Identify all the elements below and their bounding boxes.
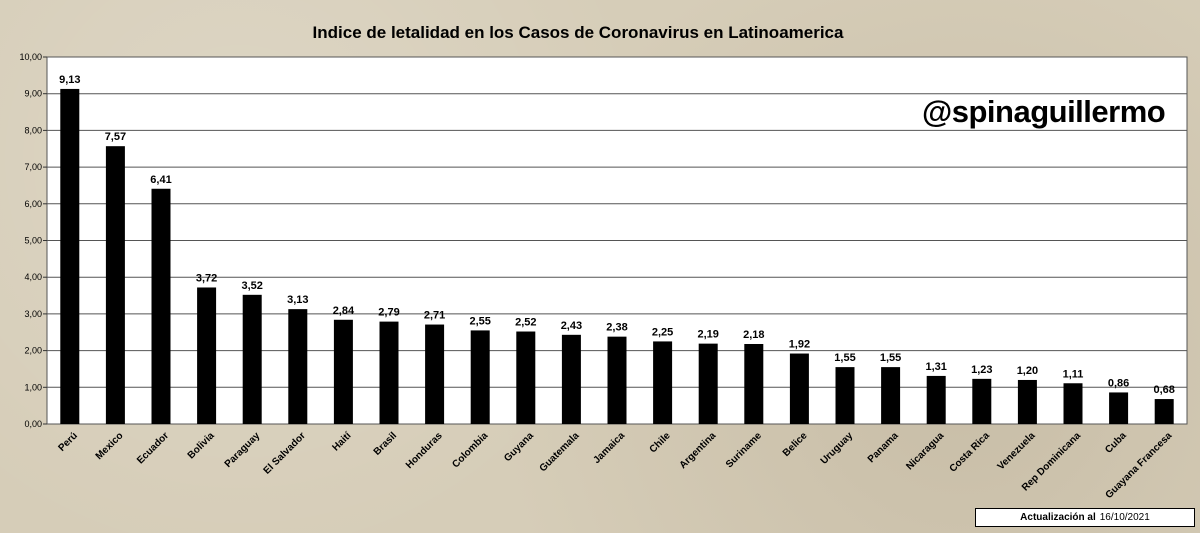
data-label: 1,55 xyxy=(834,352,855,364)
watermark: @spinaguillermo xyxy=(922,94,1165,129)
data-label: 2,79 xyxy=(378,307,399,319)
data-label: 1,11 xyxy=(1063,368,1084,380)
y-tick-label: 1,00 xyxy=(24,382,42,392)
bar xyxy=(744,343,764,424)
bar xyxy=(470,330,490,424)
x-tick-label: Chile xyxy=(648,430,673,455)
bar xyxy=(1063,383,1083,424)
data-label: 1,20 xyxy=(1017,365,1038,377)
bar xyxy=(789,353,809,424)
data-label: 2,19 xyxy=(697,329,718,341)
x-tick-label: Bolivia xyxy=(186,430,217,461)
y-tick-label: 4,00 xyxy=(24,272,42,282)
x-tick-label: Uruguay xyxy=(819,430,856,467)
x-tick-label: Perú xyxy=(56,430,80,454)
x-tick-label: Suriname xyxy=(724,430,764,470)
data-label: 2,38 xyxy=(606,322,627,334)
bar xyxy=(242,294,262,424)
x-tick-label: Haití xyxy=(330,429,354,453)
bar xyxy=(653,341,673,424)
data-label: 1,31 xyxy=(925,361,946,373)
x-tick-label: Argentina xyxy=(678,430,719,471)
y-tick-label: 3,00 xyxy=(24,309,42,319)
chart-title: Indice de letalidad en los Casos de Coro… xyxy=(313,23,844,42)
data-label: 3,72 xyxy=(196,272,217,284)
data-label: 2,25 xyxy=(652,326,673,338)
x-tick-label: Guatemala xyxy=(538,430,582,474)
bar xyxy=(926,375,946,424)
x-tick-label: Jamaica xyxy=(591,430,627,466)
data-label: 2,84 xyxy=(333,305,355,317)
bar xyxy=(333,319,353,424)
data-label: 3,13 xyxy=(287,294,308,306)
data-label: 7,57 xyxy=(105,131,126,143)
data-label: 2,18 xyxy=(743,329,764,341)
y-tick-label: 0,00 xyxy=(24,419,42,429)
x-tick-label: Honduras xyxy=(404,430,445,471)
x-tick-label: Colombia xyxy=(450,430,490,470)
x-tick-label: Nicaragua xyxy=(904,430,946,472)
data-label: 3,52 xyxy=(241,280,262,292)
update-label: Actualización al xyxy=(1020,512,1096,523)
y-tick-label: 9,00 xyxy=(24,89,42,99)
data-label: 1,55 xyxy=(880,352,901,364)
data-label: 1,92 xyxy=(789,339,810,351)
bar xyxy=(1017,379,1037,424)
y-tick-label: 10,00 xyxy=(19,52,42,62)
y-tick-label: 6,00 xyxy=(24,199,42,209)
bar xyxy=(1154,399,1174,424)
bar xyxy=(516,331,536,424)
bar xyxy=(881,367,901,424)
x-tick-label: Costa Rica xyxy=(948,430,993,475)
data-label: 2,71 xyxy=(424,310,445,322)
data-label: 2,52 xyxy=(515,317,536,329)
bar xyxy=(561,334,581,424)
data-label: 1,23 xyxy=(971,364,992,376)
data-label: 0,86 xyxy=(1108,377,1129,389)
bar xyxy=(1109,392,1129,424)
x-tick-label: Venezuela xyxy=(996,430,1038,472)
x-tick-label: Belice xyxy=(781,430,810,459)
bar xyxy=(425,324,445,424)
bar xyxy=(698,343,718,424)
bar xyxy=(607,336,627,424)
update-date: 16/10/2021 xyxy=(1099,512,1150,523)
x-tick-label: Guyana xyxy=(502,430,536,464)
bar xyxy=(288,309,308,424)
update-box: Actualización al 16/10/2021 xyxy=(975,508,1195,527)
data-label: 2,55 xyxy=(469,315,490,327)
x-tick-label: Panama xyxy=(866,430,901,465)
x-tick-label: Ecuador xyxy=(135,430,171,466)
y-tick-label: 7,00 xyxy=(24,162,42,172)
bar xyxy=(835,367,855,424)
x-tick-label: El Salvador xyxy=(262,430,308,476)
x-tick-label: Mexico xyxy=(94,430,126,462)
y-tick-label: 8,00 xyxy=(24,125,42,135)
bar xyxy=(197,287,217,424)
data-label: 0,68 xyxy=(1153,384,1174,396)
bar xyxy=(151,188,171,424)
data-label: 2,43 xyxy=(561,320,582,332)
bar xyxy=(105,146,125,424)
x-tick-label: Brasil xyxy=(372,430,400,458)
y-tick-label: 5,00 xyxy=(24,236,42,246)
bar xyxy=(60,88,80,424)
data-label: 6,41 xyxy=(150,174,171,186)
bar xyxy=(379,321,399,424)
x-tick-label: Cuba xyxy=(1103,430,1129,456)
data-label: 9,13 xyxy=(59,74,80,86)
x-tick-label: Paraguay xyxy=(223,430,263,470)
y-tick-label: 2,00 xyxy=(24,346,42,356)
bar xyxy=(972,378,992,424)
